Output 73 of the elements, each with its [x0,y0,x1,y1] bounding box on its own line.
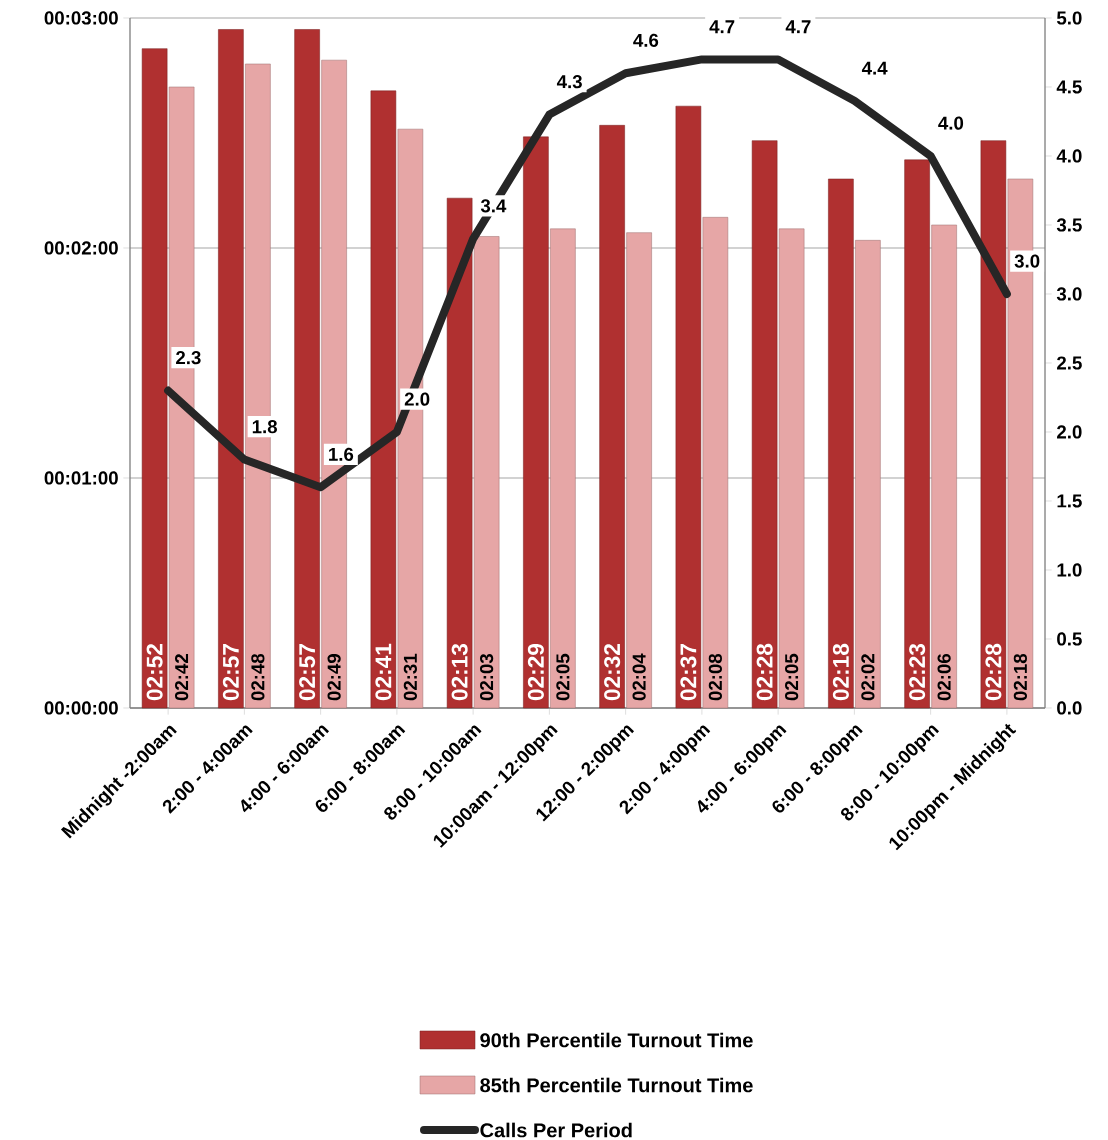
legend-label: 85th Percentile Turnout Time [480,1077,753,1093]
bar [370,90,397,709]
data-label: 2.3 [176,351,201,365]
y2-tick-label: 0.0 [1057,701,1082,715]
data-label: 02:49 [327,654,341,701]
bar [675,105,702,709]
data-label: 02:32 [604,644,621,701]
bar [294,29,320,709]
data-label: 4.4 [861,61,888,75]
data-label: 02:02 [861,654,875,701]
data-label: 02:23 [909,643,926,701]
data-label: 3.4 [480,199,507,213]
data-label: 02:06 [937,654,951,701]
y2-tick-label: 4.5 [1056,80,1082,94]
bar [702,217,729,709]
data-label: 02:13 [451,643,468,701]
legend-label: 90th Percentile Turnout Time [480,1032,753,1048]
data-label: 4.0 [938,116,964,130]
bar [778,228,805,709]
y2-tick-label: 3.0 [1056,287,1082,301]
data-label: 3.0 [1014,254,1040,268]
data-label: 02:48 [251,653,265,701]
y2-tick-label: 1.0 [1057,563,1082,577]
y2-tick-label: 3.5 [1056,218,1082,232]
data-label: 1.6 [329,447,354,461]
bar [599,125,625,709]
data-label: 02:04 [632,653,646,701]
y2-tick-label: 2.5 [1057,356,1082,370]
y-tick-label: 00:01:00 [44,471,118,485]
y-tick-label: 00:03:00 [44,11,118,25]
y-tick-label: 00:02:00 [44,241,118,255]
data-label: 4.6 [633,33,659,47]
bar [980,140,1007,709]
bar [473,236,500,709]
bar [141,48,168,709]
y2-tick-label: 4.0 [1056,149,1082,163]
data-label: 02:03 [479,654,494,701]
y2-tick-label: 0.5 [1057,632,1082,646]
data-label: 02:28 [756,643,773,701]
data-label: 02:31 [403,653,417,701]
data-label: 02:52 [146,644,163,701]
bar [626,232,652,709]
data-label: 02:08 [708,653,722,701]
data-label: 02:42 [175,654,189,701]
data-label: 02:18 [832,643,849,701]
bar [931,224,957,709]
data-label: 02:29 [527,643,544,701]
data-label: 02:37 [680,644,697,701]
data-label: 02:05 [785,653,799,701]
legend-label: Calls Per Period [480,1122,632,1138]
data-label: 1.8 [252,420,278,434]
bar [446,197,473,709]
data-label: 02:18 [1013,653,1027,701]
bar [550,228,576,709]
data-label: 02:41 [375,643,392,701]
y2-tick-label: 2.0 [1057,425,1082,439]
bar [855,240,881,709]
bar [904,159,930,709]
bar [218,29,244,709]
y2-tick-label: 1.5 [1057,494,1082,508]
data-label: 02:05 [556,653,570,701]
data-label: 4.7 [785,20,811,34]
bar [523,136,549,709]
y2-tick-label: 5.0 [1056,11,1082,25]
bar [828,178,854,709]
data-label: 02:57 [299,644,316,701]
data-label: 02:57 [222,644,239,701]
y-tick-label: 00:00:00 [44,701,118,715]
data-label: 2.0 [404,392,430,406]
data-label: 4.3 [556,75,582,89]
data-label: 02:28 [985,643,1002,701]
data-label: 4.7 [709,20,735,34]
bar [751,140,778,709]
